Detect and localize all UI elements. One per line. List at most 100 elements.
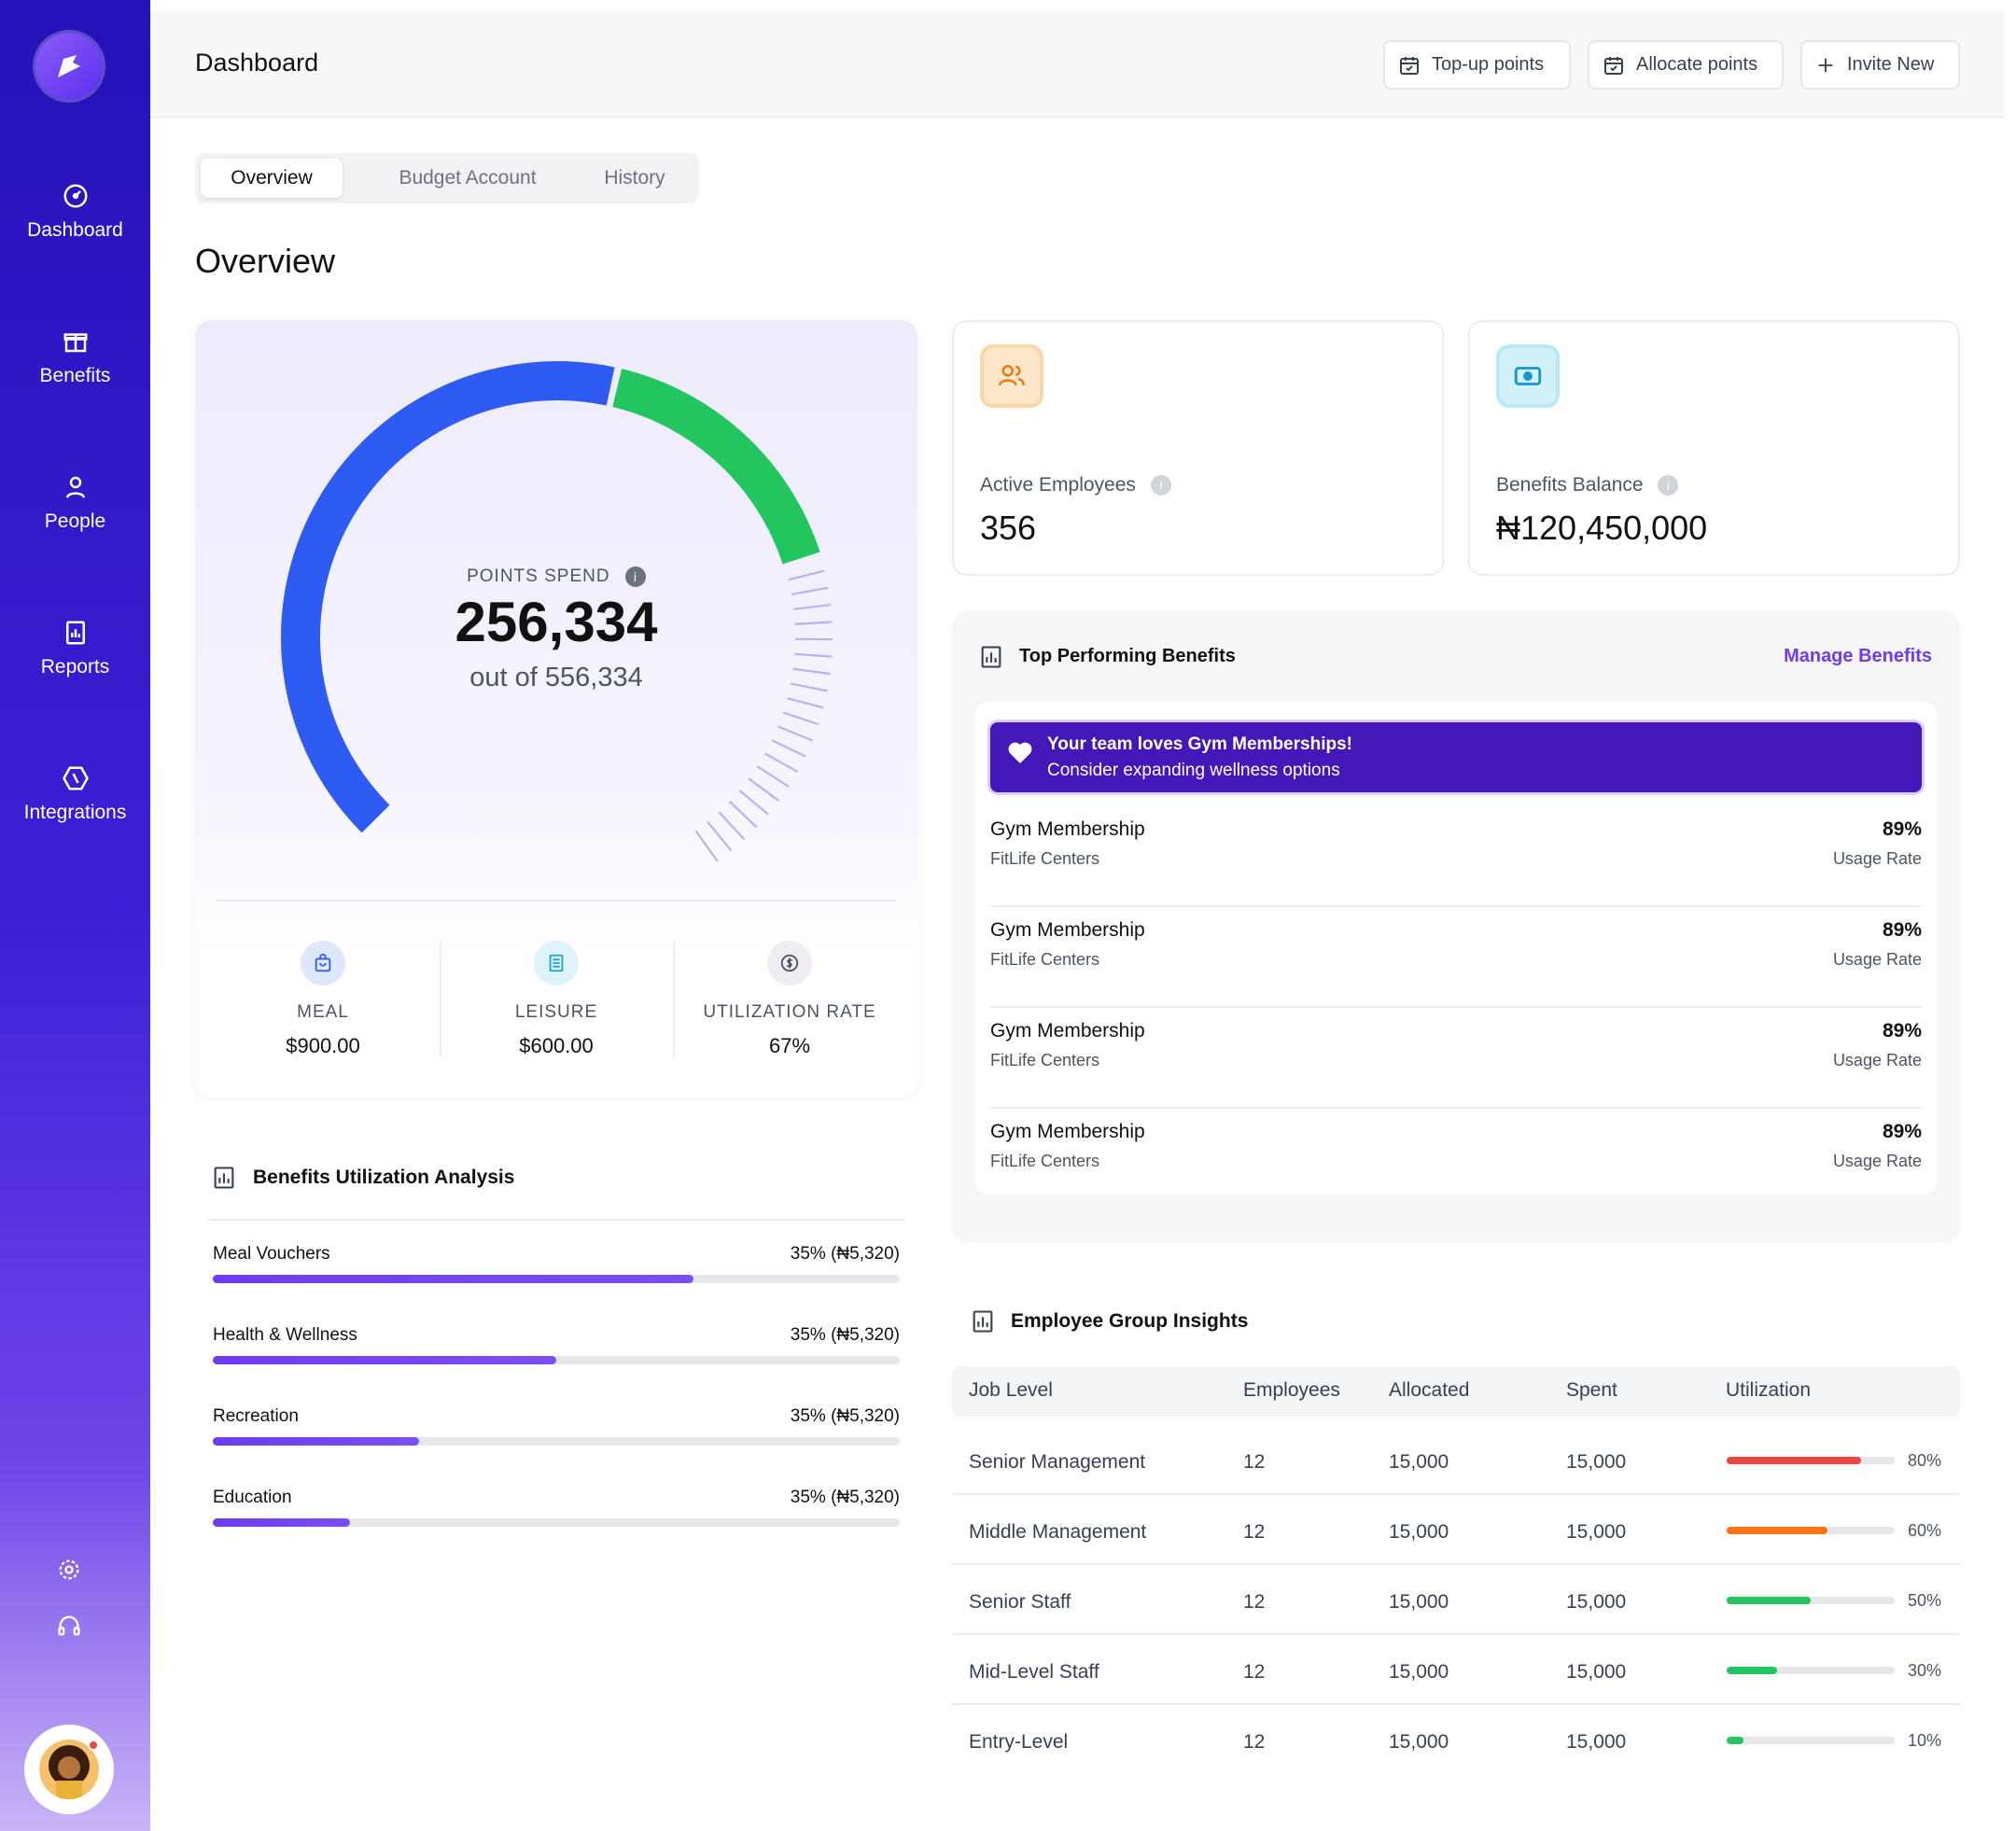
job-level: Mid-Level Staff	[969, 1661, 1099, 1683]
benefit-provider: FitLife Centers	[990, 950, 1100, 969]
job-level: Middle Management	[969, 1521, 1147, 1543]
sidebar-item-people[interactable]: People	[0, 473, 150, 533]
spent-value: 15,000	[1566, 1661, 1627, 1683]
points-total: out of 556,334	[469, 663, 643, 692]
table-row[interactable]: Senior Management 12 15,000 15,000 80%	[952, 1425, 1960, 1495]
utilization-analysis-title: Benefits Utilization Analysis	[253, 1167, 515, 1188]
sidebar-item-label: Benefits	[39, 365, 111, 386]
utilization-value: 35% (₦5,320)	[790, 1406, 900, 1426]
top-benefits-title: Top Performing Benefits	[1019, 646, 1236, 666]
allocated-value: 15,000	[1389, 1591, 1449, 1613]
list-item[interactable]: Gym Membership FitLife Centers 89% Usage…	[990, 1008, 1922, 1109]
column-header: Allocated	[1389, 1379, 1470, 1401]
spent-value: 15,000	[1566, 1591, 1627, 1613]
table-row[interactable]: Entry-Level 12 15,000 15,000 10%	[952, 1705, 1960, 1775]
hexagon-icon	[62, 766, 89, 790]
stat-meal-value: $900.00	[286, 1034, 360, 1057]
benefits-balance-label-text: Benefits Balance	[1496, 474, 1644, 496]
allocate-points-button[interactable]: Allocate points	[1588, 40, 1784, 90]
invite-new-button[interactable]: Invite New	[1800, 40, 1960, 90]
plus-icon	[1818, 58, 1833, 72]
list-item[interactable]: Gym Membership FitLife Centers 89% Usage…	[990, 1109, 1922, 1209]
progress-track	[213, 1518, 900, 1527]
active-employees-label: Active Employees i	[980, 474, 1171, 496]
info-icon[interactable]: i	[624, 566, 646, 587]
allocated-value: 15,000	[1389, 1661, 1449, 1683]
sidebar-item-label: People	[44, 510, 106, 532]
divider	[440, 941, 441, 1057]
section-title: Overview	[195, 242, 336, 280]
sidebar-item-integrations[interactable]: Integrations	[0, 764, 150, 824]
utilization-track	[1727, 1457, 1895, 1464]
employee-count: 12	[1243, 1731, 1266, 1753]
points-spend-label: POINTS SPEND i	[280, 566, 833, 587]
divider	[208, 1219, 904, 1221]
tab-bar: Overview Budget Account History	[195, 153, 699, 203]
stat-leisure-value: $600.00	[519, 1034, 594, 1057]
info-icon[interactable]: i	[1658, 475, 1679, 496]
active-employees-label-text: Active Employees	[980, 474, 1136, 496]
list-item[interactable]: Gym Membership FitLife Centers 89% Usage…	[990, 907, 1922, 1008]
column-header: Employees	[1243, 1379, 1340, 1401]
benefit-name: Gym Membership	[990, 1020, 1145, 1041]
utilization-name: Recreation	[213, 1406, 299, 1426]
job-level: Senior Management	[969, 1451, 1146, 1473]
stat-meal-label: MEAL	[297, 1002, 349, 1022]
allocated-value: 15,000	[1389, 1451, 1449, 1473]
tab-budget-account[interactable]: Budget Account	[399, 167, 537, 189]
topup-points-button[interactable]: Top-up points	[1383, 40, 1571, 90]
sidebar: Dashboard Benefits People Reports Integr…	[0, 0, 150, 1831]
sidebar-item-reports[interactable]: Reports	[0, 619, 150, 678]
table-row[interactable]: Mid-Level Staff 12 15,000 15,000 30%	[952, 1635, 1960, 1705]
stat-utilization-label: UTILIZATION RATE	[703, 1002, 876, 1022]
benefit-provider: FitLife Centers	[990, 849, 1100, 868]
divider	[673, 941, 675, 1057]
sidebar-item-dashboard[interactable]: Dashboard	[0, 182, 150, 242]
allocate-points-label: Allocate points	[1636, 54, 1758, 75]
stat-leisure-label: LEISURE	[514, 1002, 598, 1022]
table-header	[952, 1366, 1960, 1417]
tab-history[interactable]: History	[604, 167, 665, 189]
progress-fill	[213, 1356, 556, 1364]
utilization-percent: 80%	[1908, 1451, 1942, 1470]
calendar-icon	[1400, 56, 1419, 75]
table-row[interactable]: Senior Staff 12 15,000 15,000 50%	[952, 1565, 1960, 1635]
list-item[interactable]: Gym Membership FitLife Centers 89% Usage…	[990, 806, 1922, 907]
topup-points-label: Top-up points	[1432, 54, 1545, 75]
tab-overview[interactable]: Overview	[201, 159, 343, 198]
utilization-value: 35% (₦5,320)	[790, 1488, 900, 1507]
progress-fill	[213, 1275, 694, 1283]
sidebar-item-benefits[interactable]: Benefits	[0, 328, 150, 387]
info-icon[interactable]: i	[1150, 475, 1171, 496]
notification-dot	[88, 1740, 99, 1751]
column-header: Utilization	[1726, 1379, 1812, 1401]
calendar-icon	[1604, 56, 1623, 75]
manage-benefits-link[interactable]: Manage Benefits	[1784, 646, 1932, 666]
benefit-name: Gym Membership	[990, 818, 1145, 840]
benefit-usage-value: 89%	[1882, 1020, 1922, 1041]
heart-icon	[1008, 742, 1032, 763]
allocated-value: 15,000	[1389, 1521, 1449, 1543]
benefit-usage-label: Usage Rate	[1832, 1152, 1922, 1170]
banner-subtext: Consider expanding wellness options	[1047, 761, 1340, 780]
benefit-provider: FitLife Centers	[990, 1152, 1100, 1170]
utilization-percent: 50%	[1908, 1591, 1942, 1610]
app-logo[interactable]	[35, 33, 103, 100]
benefits-balance-card: Benefits Balance i ₦120,450,000	[1468, 320, 1960, 576]
table-row[interactable]: Middle Management 12 15,000 15,000 60%	[952, 1495, 1960, 1565]
progress-track	[213, 1356, 900, 1364]
headset-icon[interactable]	[56, 1613, 82, 1639]
benefit-usage-value: 89%	[1882, 919, 1922, 941]
points-spend-label-text: POINTS SPEND	[467, 566, 610, 587]
money-icon	[1496, 344, 1560, 408]
divider	[217, 900, 896, 902]
benefits-balance-value: ₦120,450,000	[1496, 509, 1708, 547]
settings-icon[interactable]	[56, 1557, 82, 1583]
utilization-track	[1727, 1667, 1895, 1674]
spent-value: 15,000	[1566, 1521, 1627, 1543]
avatar[interactable]	[24, 1725, 114, 1814]
page-title: Dashboard	[195, 49, 319, 77]
employee-count: 12	[1243, 1521, 1266, 1543]
banner-headline: Your team loves Gym Memberships!	[1047, 734, 1352, 754]
utilization-fill	[1727, 1597, 1811, 1604]
